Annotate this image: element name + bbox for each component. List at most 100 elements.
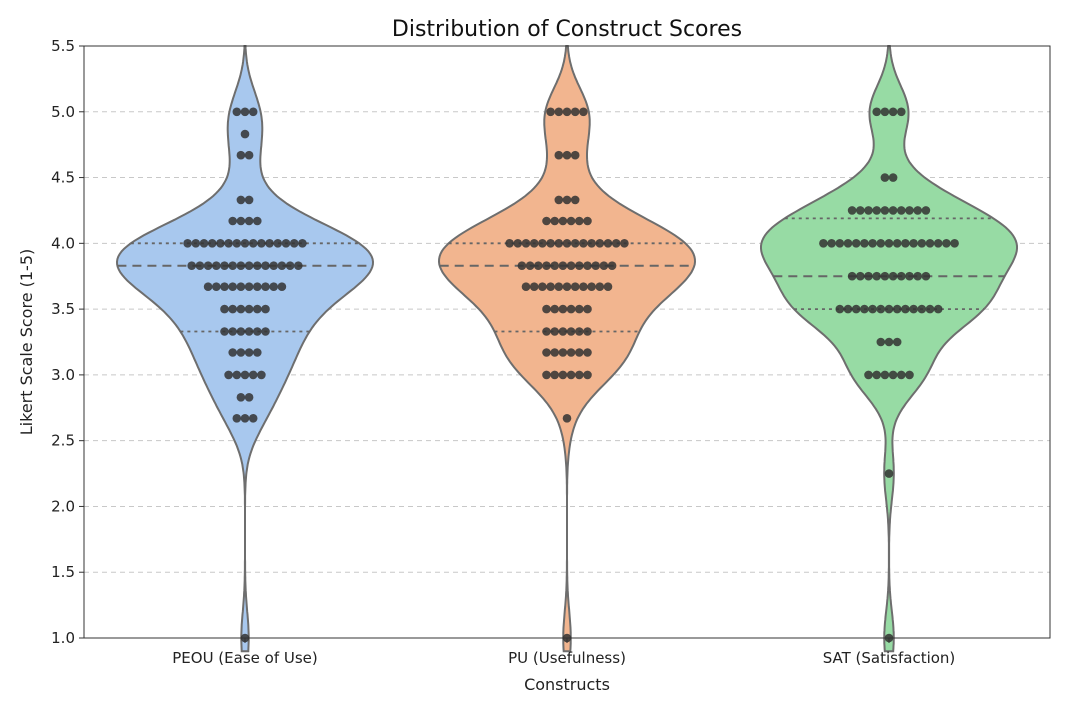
data-point [525, 261, 535, 271]
data-point [843, 239, 853, 248]
data-point [236, 261, 246, 271]
data-point [835, 304, 845, 314]
data-point [851, 304, 861, 314]
data-point [579, 239, 588, 248]
data-point [583, 261, 592, 271]
data-point [905, 206, 914, 215]
data-point [546, 239, 555, 248]
data-point [261, 327, 270, 336]
data-point [566, 348, 576, 357]
data-point [620, 239, 629, 248]
data-point [538, 282, 547, 292]
data-point [864, 206, 873, 215]
data-point [583, 348, 592, 357]
data-point [521, 282, 531, 292]
data-point [913, 206, 922, 215]
data-point [575, 261, 584, 271]
data-point [925, 239, 935, 248]
violin-group [437, 45, 697, 653]
data-point [529, 239, 539, 248]
data-point [566, 261, 576, 271]
data-point [847, 271, 857, 281]
data-point [888, 370, 898, 380]
data-point [236, 393, 246, 402]
data-point [901, 304, 910, 314]
data-point [880, 173, 890, 182]
data-point [901, 239, 910, 248]
data-point [917, 239, 927, 248]
data-point [570, 195, 580, 205]
data-point [244, 282, 254, 292]
data-point [542, 304, 551, 314]
data-point [566, 304, 576, 314]
data-point [558, 327, 568, 336]
data-point [546, 282, 555, 292]
data-point [236, 348, 246, 357]
data-point [252, 348, 262, 357]
violin-body [760, 45, 1018, 653]
data-point [921, 206, 931, 215]
data-point [261, 261, 270, 271]
data-point [884, 304, 894, 314]
data-point [558, 304, 568, 314]
data-point [611, 239, 621, 248]
data-point [244, 393, 254, 402]
data-point [220, 282, 229, 292]
x-axis-title: Constructs [524, 675, 610, 694]
data-point [872, 271, 881, 281]
data-point [897, 107, 906, 117]
data-point [880, 271, 890, 281]
data-point [575, 304, 584, 314]
data-point [917, 304, 927, 314]
data-point [252, 261, 262, 271]
data-point [876, 337, 886, 347]
data-point [269, 261, 279, 271]
data-point [216, 239, 225, 248]
data-point [575, 370, 584, 380]
data-point [224, 239, 233, 248]
data-point [505, 239, 514, 248]
data-point [897, 206, 906, 215]
data-point [281, 239, 291, 248]
data-point [562, 414, 572, 423]
data-point [599, 261, 609, 271]
data-point [203, 261, 213, 271]
data-point [888, 107, 898, 117]
data-point [232, 414, 242, 423]
data-point [905, 370, 914, 380]
data-point [587, 239, 596, 248]
data-point [550, 370, 559, 380]
y-axis-title: Likert Scale Score (1-5) [17, 249, 36, 435]
data-point [872, 107, 881, 117]
data-point [856, 206, 865, 215]
data-point [252, 216, 262, 226]
data-point [860, 239, 869, 248]
data-point [892, 239, 902, 248]
data-point [880, 370, 890, 380]
data-point [220, 327, 229, 336]
data-point [888, 271, 898, 281]
data-point [232, 107, 242, 117]
data-point [933, 239, 943, 248]
y-tick-label: 2.0 [51, 497, 75, 515]
data-point [892, 337, 902, 347]
data-point [542, 327, 551, 336]
data-point [232, 370, 242, 380]
data-point [583, 327, 592, 336]
data-point [550, 327, 559, 336]
data-point [583, 370, 592, 380]
data-point [872, 370, 881, 380]
data-point [228, 216, 237, 226]
data-point [277, 261, 287, 271]
data-point [566, 216, 576, 226]
violin-group [115, 45, 375, 653]
data-point [562, 282, 572, 292]
data-point [603, 282, 613, 292]
data-point [562, 107, 572, 117]
data-point [897, 370, 906, 380]
data-point [827, 239, 836, 248]
data-point [579, 282, 588, 292]
data-point [236, 195, 246, 205]
data-point [876, 239, 886, 248]
y-tick-label: 1.0 [51, 629, 75, 647]
